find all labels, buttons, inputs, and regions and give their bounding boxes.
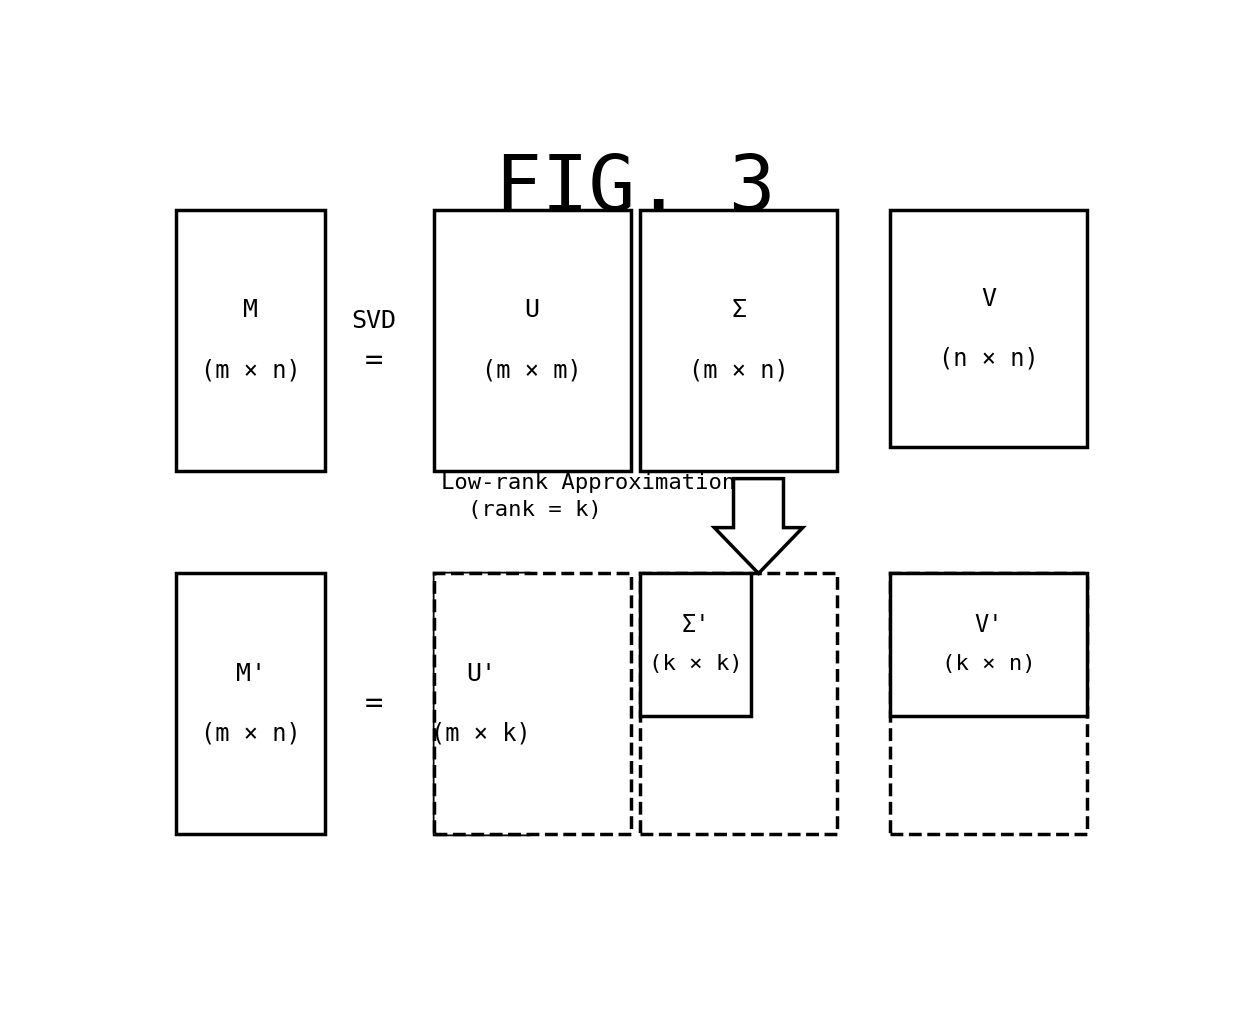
Bar	[434, 574, 631, 834]
Text: =: =	[365, 346, 383, 374]
Text: (k × n): (k × n)	[942, 655, 1035, 674]
Bar	[434, 210, 631, 471]
Bar	[176, 210, 325, 471]
Bar	[890, 574, 1087, 834]
Text: (n × n): (n × n)	[939, 347, 1039, 370]
Text: (rank = k): (rank = k)	[469, 501, 603, 520]
Text: V: V	[981, 286, 996, 311]
Text: =: =	[365, 689, 383, 718]
Bar	[640, 574, 751, 716]
Bar	[176, 574, 325, 834]
Text: (m × n): (m × n)	[201, 358, 300, 383]
Bar	[890, 574, 1087, 716]
Text: FIG. 3: FIG. 3	[495, 151, 776, 227]
Text: Σ: Σ	[732, 299, 746, 322]
Bar	[890, 210, 1087, 447]
Text: V': V'	[975, 613, 1003, 637]
Text: (m × n): (m × n)	[689, 358, 789, 383]
Bar	[640, 574, 837, 834]
Text: U': U'	[466, 662, 496, 685]
Text: (m × m): (m × m)	[482, 358, 582, 383]
Text: (m × k): (m × k)	[432, 722, 531, 746]
Text: Σ': Σ'	[681, 613, 709, 637]
Text: (m × n): (m × n)	[201, 722, 300, 746]
Text: (k × k): (k × k)	[649, 655, 743, 674]
Text: Low-rank Approximation: Low-rank Approximation	[441, 473, 735, 492]
Text: U: U	[525, 299, 539, 322]
Text: SVD: SVD	[352, 309, 397, 332]
Bar	[640, 210, 837, 471]
Text: M: M	[243, 299, 258, 322]
Polygon shape	[714, 478, 802, 574]
Bar	[434, 574, 528, 834]
Text: M': M'	[236, 662, 265, 685]
